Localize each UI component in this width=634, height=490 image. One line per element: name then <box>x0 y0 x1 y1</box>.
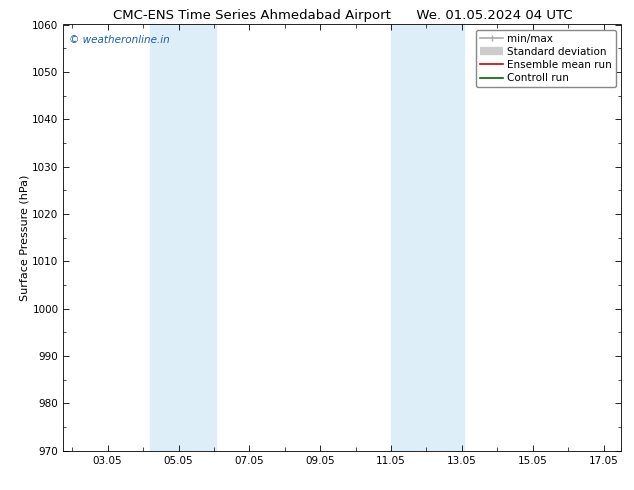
Legend: min/max, Standard deviation, Ensemble mean run, Controll run: min/max, Standard deviation, Ensemble me… <box>476 30 616 87</box>
Text: © weatheronline.in: © weatheronline.in <box>69 35 170 45</box>
Title: CMC-ENS Time Series Ahmedabad Airport      We. 01.05.2024 04 UTC: CMC-ENS Time Series Ahmedabad Airport We… <box>113 9 572 22</box>
Bar <box>391 24 463 451</box>
Y-axis label: Surface Pressure (hPa): Surface Pressure (hPa) <box>20 174 30 301</box>
Bar <box>150 24 216 451</box>
